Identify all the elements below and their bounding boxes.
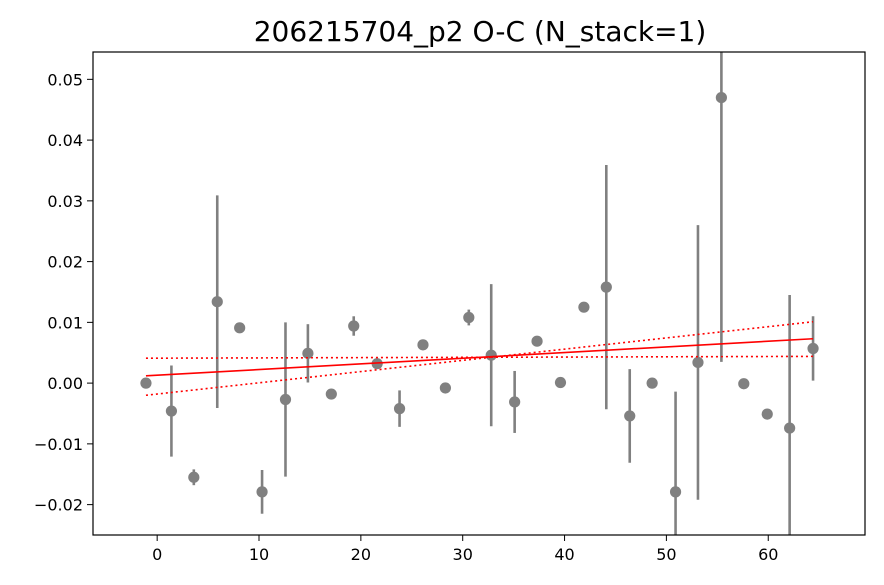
y-tick-label: 0.03: [47, 192, 83, 211]
data-point: [393, 403, 406, 415]
data-point: [417, 339, 429, 351]
data-point: [807, 342, 819, 355]
data-point: [485, 349, 497, 361]
data-point: [531, 335, 543, 347]
x-tick-label: 10: [249, 545, 269, 564]
data-point: [669, 486, 682, 498]
data-point: [211, 296, 223, 308]
data-point: [554, 376, 567, 389]
fit-bound-line: [145, 320, 814, 397]
y-tick-label: 0.05: [47, 70, 83, 89]
x-tick-label: 0: [152, 545, 162, 564]
plot-area: [140, 52, 819, 535]
x-axis: 0 10 20 30 40 50 60: [152, 535, 778, 564]
data-point: [188, 471, 200, 483]
y-tick-label: −0.01: [34, 435, 83, 454]
chart-title: 206215704_p2 O-C (N_stack=1): [254, 15, 707, 48]
data-point: [325, 388, 337, 400]
x-tick-label: 30: [453, 545, 473, 564]
data-point: [761, 408, 773, 420]
data-point: [302, 347, 314, 359]
fit-lines: [145, 320, 814, 397]
x-tick-label: 20: [351, 545, 371, 564]
data-point: [784, 422, 796, 434]
plot-frame: [92, 51, 866, 536]
data-point: [234, 322, 246, 334]
fit-bound-line: [145, 355, 814, 360]
y-tick-label: 0.01: [47, 313, 83, 332]
data-points: [140, 91, 819, 498]
data-point: [578, 301, 590, 313]
x-tick-label: 60: [758, 545, 778, 564]
data-point: [165, 405, 178, 417]
data-point: [463, 311, 475, 324]
data-point: [509, 396, 521, 408]
data-point: [140, 377, 152, 389]
error-bars: [170, 52, 815, 535]
data-point: [600, 281, 612, 293]
data-point: [348, 320, 360, 332]
x-tick-label: 50: [656, 545, 676, 564]
data-point: [646, 377, 658, 389]
y-tick-label: −0.02: [34, 496, 83, 515]
x-tick-label: 40: [554, 545, 574, 564]
y-tick-label: 0.04: [47, 131, 83, 150]
data-point: [738, 378, 750, 390]
data-point: [439, 382, 451, 394]
fit-line: [145, 337, 814, 377]
data-point: [624, 410, 636, 422]
data-point: [279, 393, 292, 406]
y-tick-label: 0.00: [47, 374, 83, 393]
data-point: [256, 486, 268, 498]
data-point: [715, 91, 727, 104]
y-axis: −0.02 −0.01 0.00 0.01 0.02 0.03 0.04 0.05: [34, 70, 93, 515]
y-tick-label: 0.02: [47, 253, 83, 272]
data-point: [692, 356, 704, 369]
